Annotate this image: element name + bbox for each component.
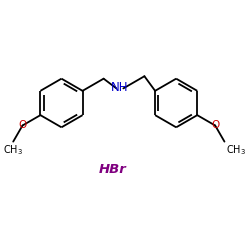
- Text: O: O: [211, 120, 219, 130]
- Text: HBr: HBr: [98, 162, 126, 175]
- Text: CH$_3$: CH$_3$: [3, 143, 23, 156]
- Text: CH$_3$: CH$_3$: [226, 143, 246, 156]
- Text: NH: NH: [111, 82, 128, 94]
- Text: O: O: [18, 120, 27, 130]
